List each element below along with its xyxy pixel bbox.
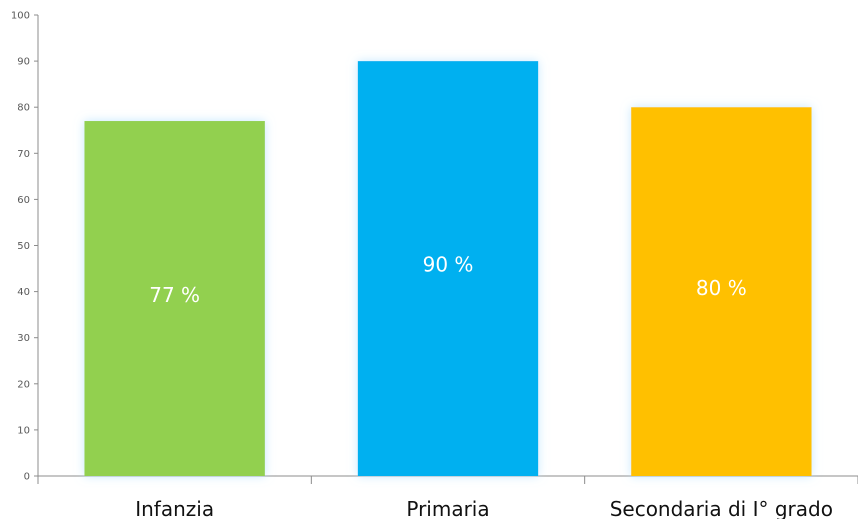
y-tick-label: 60 [17,195,30,206]
y-tick-label: 40 [17,287,30,298]
y-tick-label: 70 [17,149,30,160]
category-label: Primaria [406,497,489,519]
y-tick-label: 30 [17,333,30,344]
x-axis [37,475,858,484]
y-axis: 0 10 20 30 40 50 60 70 80 90 100 [11,11,39,483]
labels: 77 % Infanzia 90 % Primaria 80 % Secondaria d… [135,252,833,519]
y-tick-label: 90 [17,57,30,68]
bar-3 [631,107,812,476]
data-label: 80 % [696,276,747,300]
data-label: 77 % [149,283,200,307]
y-tick-label: 100 [11,11,30,22]
category-label: Secondaria di I° grado [610,497,833,519]
bar-1 [84,121,265,476]
bars [84,61,812,476]
category-label: Infanzia [135,497,214,519]
y-tick-label: 20 [17,379,30,390]
y-tick-label: 0 [24,472,30,483]
bar-2 [357,61,539,476]
y-tick-label: 50 [17,241,30,252]
data-label: 90 % [423,252,474,276]
y-tick-label: 10 [17,425,30,436]
y-tick-label: 80 [17,103,30,114]
